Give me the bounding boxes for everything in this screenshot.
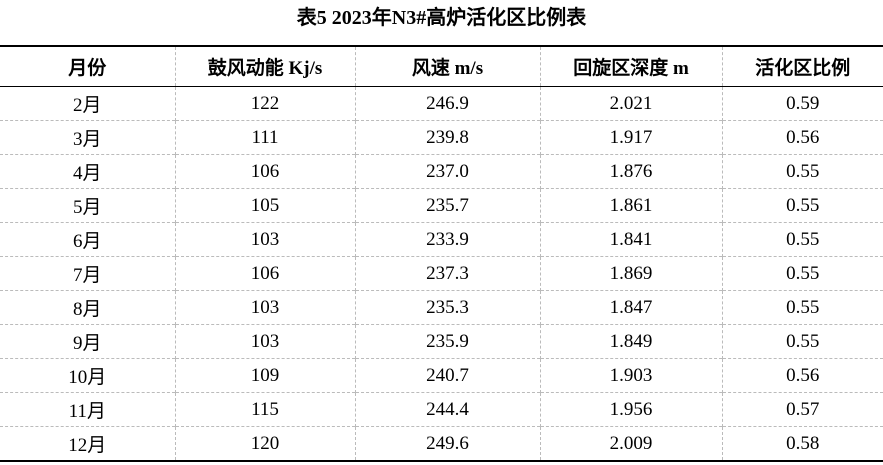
table-row: 2月 122 246.9 2.021 0.59 — [0, 86, 883, 121]
table-cell: 1.869 — [539, 256, 722, 291]
table-row: 12月 120 249.6 2.009 0.58 — [0, 426, 883, 461]
table-row: 11月 115 244.4 1.956 0.57 — [0, 392, 883, 427]
table-cell: 8月 — [0, 290, 175, 325]
header-cell: 活化区比例 — [721, 46, 883, 87]
table-cell: 120 — [174, 426, 355, 461]
table-header: 月份 鼓风动能 Kj/s 风速 m/s 回旋区深度 m 活化区比例 — [0, 46, 883, 87]
table-cell: 0.57 — [721, 392, 883, 427]
table-cell: 1.849 — [539, 324, 722, 359]
table-cell: 0.58 — [721, 426, 883, 461]
table-row: 7月 106 237.3 1.869 0.55 — [0, 256, 883, 291]
table-row: 9月 103 235.9 1.849 0.55 — [0, 324, 883, 359]
table-cell: 106 — [174, 256, 355, 291]
table-cell: 233.9 — [354, 222, 540, 257]
table-cell: 237.0 — [354, 154, 540, 189]
table-cell: 0.59 — [721, 86, 883, 121]
table-cell: 122 — [174, 86, 355, 121]
table-cell: 12月 — [0, 426, 175, 461]
table-cell: 2.021 — [539, 86, 722, 121]
header-cell: 回旋区深度 m — [539, 46, 722, 87]
table-row: 5月 105 235.7 1.861 0.55 — [0, 188, 883, 223]
table-cell: 2.009 — [539, 426, 722, 461]
table-cell: 10月 — [0, 358, 175, 393]
table-cell: 111 — [174, 120, 355, 155]
table-cell: 0.55 — [721, 256, 883, 291]
table-cell: 0.55 — [721, 154, 883, 189]
table-cell: 105 — [174, 188, 355, 223]
table-cell: 2月 — [72, 95, 102, 116]
table-cell: 4月 — [0, 154, 175, 189]
table-row: 3月 111 239.8 1.917 0.56 — [0, 120, 883, 155]
table-cell: 1.917 — [539, 120, 722, 155]
table-cell: 5月 — [0, 188, 175, 223]
table-cell: 9月 — [0, 324, 175, 359]
table-cell: 109 — [174, 358, 355, 393]
header-row: 月份 鼓风动能 Kj/s 风速 m/s 回旋区深度 m 活化区比例 — [0, 46, 883, 87]
table-row: 4月 106 237.0 1.876 0.55 — [0, 154, 883, 189]
table-cell: 246.9 — [354, 86, 540, 121]
table-cell: 1.847 — [539, 290, 722, 325]
table-cell: 0.55 — [721, 222, 883, 257]
table-row: 6月 103 233.9 1.841 0.55 — [0, 222, 883, 257]
header-cell: 月份 — [0, 46, 175, 87]
table-body: 2月 122 246.9 2.021 0.59 3月 111 239.8 1.917 0.56 4月… — [0, 86, 883, 461]
table-row: 8月 103 235.3 1.847 0.55 — [0, 290, 883, 325]
table-cell: 249.6 — [354, 426, 540, 461]
table-cell: 235.9 — [354, 324, 540, 359]
table-cell: 244.4 — [354, 392, 540, 427]
table-cell: 240.7 — [354, 358, 540, 393]
header-cell: 鼓风动能 Kj/s — [174, 46, 355, 87]
table-cell: 1.956 — [539, 392, 722, 427]
table-cell: 0.55 — [721, 324, 883, 359]
table-title: 表5 2023年N3#高炉活化区比例表 — [296, 7, 587, 29]
table-cell: 3月 — [0, 120, 175, 155]
table-cell: 0.56 — [721, 120, 883, 155]
table-cell: 1.876 — [539, 154, 722, 189]
table-cell: 0.55 — [721, 188, 883, 223]
table-cell: 115 — [174, 392, 355, 427]
table-cell: 1.861 — [539, 188, 722, 223]
table-cell: 239.8 — [354, 120, 540, 155]
table-cell: 103 — [174, 324, 355, 359]
table-cell: 0.55 — [721, 290, 883, 325]
table-cell: 1.841 — [539, 222, 722, 257]
table-cell: 103 — [174, 290, 355, 325]
table-cell: 1.903 — [539, 358, 722, 393]
table-cell: 11月 — [0, 392, 175, 427]
table-cell: 7月 — [0, 256, 175, 291]
table-row: 10月 109 240.7 1.903 0.56 — [0, 358, 883, 393]
table-cell: 235.3 — [354, 290, 540, 325]
table-cell: 103 — [174, 222, 355, 257]
table-cell: 106 — [174, 154, 355, 189]
table-cell: 235.7 — [354, 188, 540, 223]
table-cell: 237.3 — [354, 256, 540, 291]
table-cell: 0.56 — [721, 358, 883, 393]
table-cell: 6月 — [0, 222, 175, 257]
data-table: 月份 鼓风动能 Kj/s 风速 m/s 回旋区深度 m 活化区比例 2月 122 246.9… — [0, 45, 883, 462]
header-cell: 风速 m/s — [354, 46, 540, 87]
